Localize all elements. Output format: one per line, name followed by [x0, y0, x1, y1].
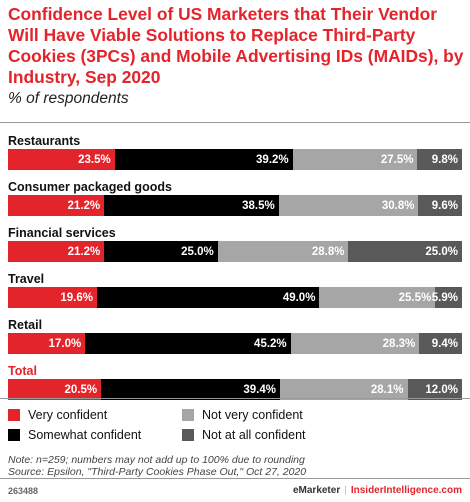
- data-label: 9.4%: [431, 337, 458, 350]
- brand-name: eMarketer: [292, 485, 341, 496]
- data-label: 39.4%: [243, 383, 276, 396]
- category-label: Consumer packaged goods: [8, 180, 172, 194]
- data-label: 38.5%: [242, 199, 275, 212]
- chart-notes: Note: n=259; numbers may not add up to 1…: [8, 454, 306, 478]
- legend-item: Very confident: [8, 408, 107, 422]
- bar-segment: 25.0%: [348, 241, 462, 262]
- data-label: 17.0%: [48, 337, 82, 350]
- bar-segment: 28.1%: [279, 379, 408, 400]
- data-label: 23.5%: [78, 153, 111, 166]
- legend-item: Somewhat confident: [8, 428, 141, 442]
- legend-label: Very confident: [28, 408, 108, 422]
- legend-swatch: [8, 429, 20, 441]
- data-label: 21.2%: [67, 199, 101, 212]
- footer-divider: [0, 478, 470, 479]
- bar-segment: 30.8%: [278, 195, 419, 216]
- bar-segment: 5.9%: [431, 287, 462, 308]
- bar-segment: 38.5%: [104, 195, 279, 216]
- legend-item: Not at all confident: [182, 428, 306, 442]
- data-label: 19.6%: [60, 291, 93, 304]
- legend-label: Not very confident: [202, 408, 303, 422]
- bar-segment: 25.0%: [104, 241, 218, 262]
- bar-segment: 9.8%: [417, 149, 462, 170]
- top-divider: [0, 122, 470, 123]
- data-label: 25.0%: [425, 245, 458, 258]
- data-label: 28.8%: [311, 245, 345, 258]
- data-label: 9.8%: [431, 153, 458, 166]
- bar-segment: 27.5%: [292, 149, 418, 170]
- bar-segment: 17.0%: [8, 333, 86, 354]
- category-label: Restaurants: [8, 134, 81, 148]
- source-text: Source: Epsilon, "Third-Party Cookies Ph…: [8, 466, 307, 478]
- bar-segment: 39.4%: [101, 379, 280, 400]
- legend-item: Not very confident: [182, 408, 303, 422]
- bar-segment: 25.5%: [319, 287, 436, 308]
- brand-separator: |: [344, 485, 347, 496]
- category-label: Retail: [8, 318, 43, 332]
- note-text: Note: n=259; numbers may not add up to 1…: [8, 454, 305, 466]
- data-label: 28.1%: [370, 383, 404, 396]
- data-label: 9.6%: [431, 199, 458, 212]
- bar-segment: 45.2%: [85, 333, 291, 354]
- data-label: 30.8%: [381, 199, 415, 212]
- category-label: Travel: [8, 272, 45, 286]
- stacked-bar: 21.2% 38.5% 30.8% 9.6%: [8, 195, 462, 216]
- legend-swatch: [182, 429, 194, 441]
- stacked-bar: 20.5% 39.4% 28.1% 12.0%: [8, 379, 462, 400]
- data-label: 25.0%: [181, 245, 214, 258]
- data-label: 5.9%: [431, 291, 458, 304]
- legend-label: Somewhat confident: [28, 428, 142, 442]
- bar-segment: 9.6%: [418, 195, 462, 216]
- data-label: 20.5%: [64, 383, 98, 396]
- site-link[interactable]: InsiderIntelligence.com: [350, 485, 462, 496]
- legend-swatch: [8, 409, 20, 421]
- bar-segment: 39.2%: [114, 149, 293, 170]
- category-label: Financial services: [8, 226, 116, 240]
- data-label: 12.0%: [425, 383, 458, 396]
- data-label: 49.0%: [282, 291, 316, 304]
- stacked-bar: 23.5% 39.2% 27.5% 9.8%: [8, 149, 462, 170]
- stacked-bar: 19.6% 49.0% 25.5% 5.9%: [8, 287, 462, 308]
- chart-subtitle: % of respondents: [8, 90, 129, 107]
- stacked-bar: 17.0% 45.2% 28.3% 9.4%: [8, 333, 462, 354]
- chart-title: Confidence Level of US Marketers that Th…: [8, 4, 464, 87]
- bar-segment: 28.3%: [290, 333, 420, 354]
- legend-label: Not at all confident: [202, 428, 306, 442]
- data-label: 28.3%: [382, 337, 416, 350]
- bar-segment: 21.2%: [8, 195, 105, 216]
- data-label: 25.5%: [398, 291, 432, 304]
- stacked-bar: 21.2% 25.0% 28.8% 25.0%: [8, 241, 462, 262]
- data-label: 21.2%: [67, 245, 101, 258]
- category-label: Total: [8, 364, 37, 378]
- bar-segment: 19.6%: [8, 287, 97, 308]
- data-label: 45.2%: [254, 337, 287, 350]
- data-label: 27.5%: [380, 153, 414, 166]
- footer-brand: eMarketer | InsiderIntelligence.com: [293, 485, 462, 496]
- bar-segment: 23.5%: [8, 149, 115, 170]
- data-label: 39.2%: [256, 153, 289, 166]
- bar-segment: 12.0%: [407, 379, 462, 400]
- bar-segment: 9.4%: [419, 333, 462, 354]
- bar-segment: 21.2%: [8, 241, 105, 262]
- legend-divider: [0, 398, 470, 399]
- legend-swatch: [182, 409, 194, 421]
- chart-id: 263488: [8, 486, 39, 496]
- bar-segment: 20.5%: [8, 379, 102, 400]
- bar-segment: 49.0%: [96, 287, 320, 308]
- bar-segment: 28.8%: [217, 241, 349, 262]
